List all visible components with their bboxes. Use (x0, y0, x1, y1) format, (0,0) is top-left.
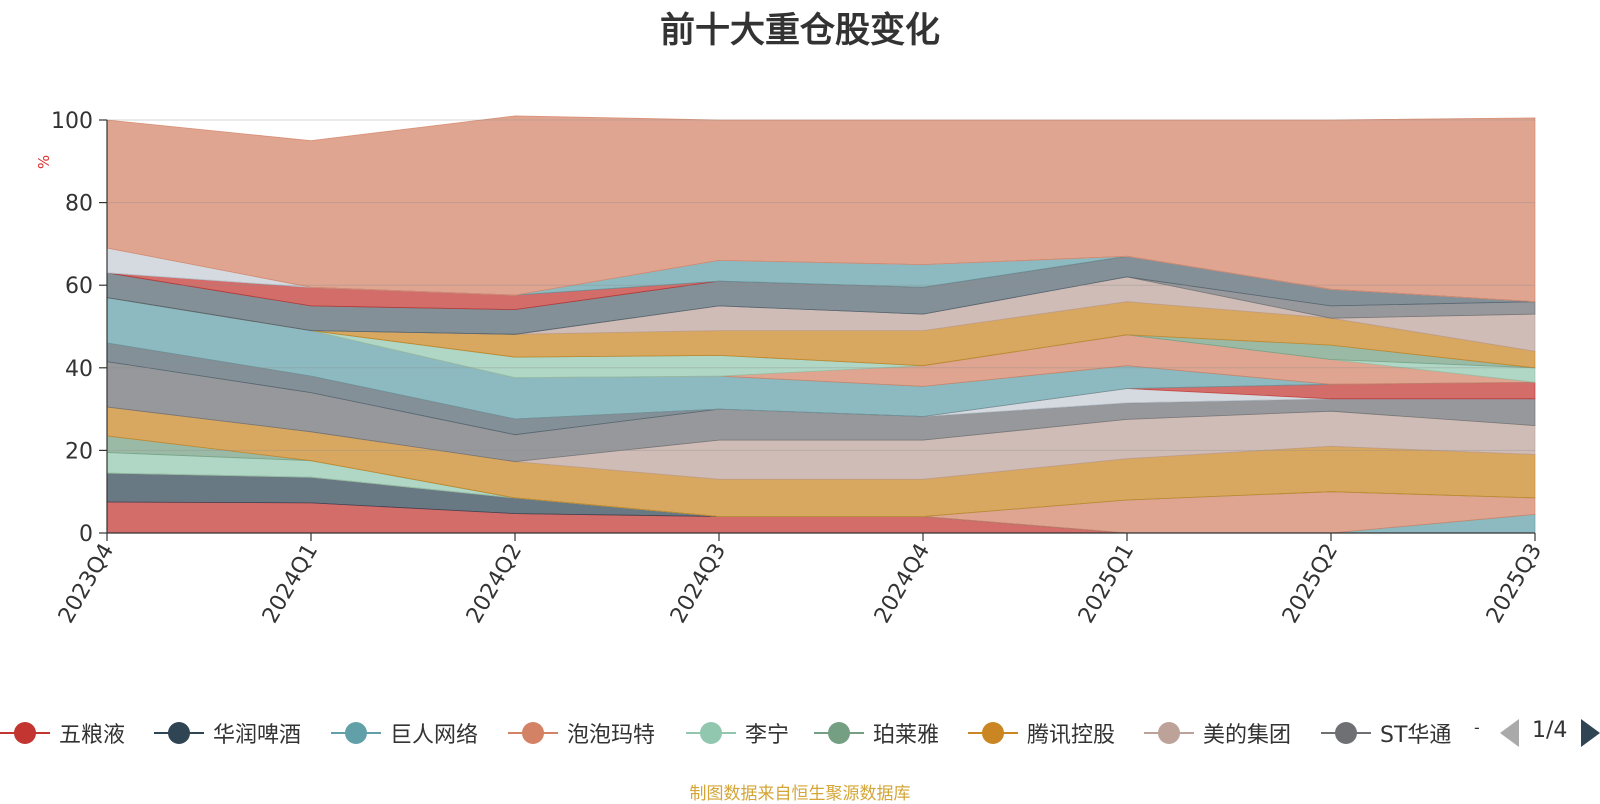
legend-more-indicator: - (1474, 718, 1480, 737)
x-tick-label-2024Q1: 2024Q1 (258, 540, 323, 628)
legend-label: 美的集团 (1203, 723, 1292, 748)
area-series-24 (106, 115, 1536, 303)
y-tick-label-100: 100 (51, 109, 93, 134)
x-tick-label-2023Q4: 2023Q4 (54, 540, 119, 628)
y-tick-label-60: 60 (65, 274, 93, 299)
x-tick-label-2025Q3: 2025Q3 (1482, 540, 1547, 628)
legend-label: 腾讯控股 (1027, 723, 1116, 748)
y-axis-label: % (35, 155, 53, 169)
legend-marker-icon (814, 718, 864, 748)
y-tick-label-20: 20 (65, 439, 93, 464)
legend-marker-icon (1144, 718, 1194, 748)
legend-item-8[interactable]: 美的集团 (1144, 718, 1291, 748)
source-note: 制图数据来自恒生聚源数据库 (689, 784, 911, 804)
legend-item-9[interactable]: ST华通 (1321, 718, 1451, 748)
legend-label: 泡泡玛特 (567, 723, 656, 748)
x-tick-label-2025Q2: 2025Q2 (1278, 540, 1343, 628)
legend-label: 巨人网络 (390, 723, 479, 748)
legend-item-3[interactable]: 巨人网络 (331, 718, 478, 748)
y-tick-label-80: 80 (65, 192, 93, 217)
legend-label: 李宁 (745, 723, 790, 748)
legend-item-7[interactable]: 腾讯控股 (968, 718, 1115, 748)
y-tick-label-40: 40 (65, 357, 93, 382)
x-tick-label-2024Q4: 2024Q4 (870, 540, 935, 628)
legend-marker-icon (968, 718, 1018, 748)
legend-item-1[interactable]: 五粮液 (0, 718, 125, 748)
legend-marker-icon (0, 718, 50, 748)
legend-item-6[interactable]: 珀莱雅 (814, 718, 939, 748)
legend-item-2[interactable]: 华润啤酒 (154, 718, 301, 748)
legend: 五粮液 华润啤酒 巨人网络 泡泡玛特 李宁 珀莱雅 腾讯控股 美的集团 ST华通 (0, 718, 1600, 748)
legend-marker-icon (686, 718, 736, 748)
legend-label: 华润啤酒 (213, 723, 302, 748)
legend-page-indicator: 1/4 (1532, 718, 1568, 743)
legend-prev-page-icon[interactable] (1500, 719, 1519, 747)
legend-marker-icon (1321, 718, 1371, 748)
legend-label: ST华通 (1380, 723, 1452, 748)
legend-label: 珀莱雅 (873, 723, 940, 748)
x-tick-label-2024Q3: 2024Q3 (666, 540, 731, 628)
x-tick-label-2024Q2: 2024Q2 (462, 540, 527, 628)
legend-marker-icon (331, 718, 381, 748)
legend-label: 五粮液 (59, 723, 126, 748)
x-tick-label-2025Q1: 2025Q1 (1074, 540, 1139, 628)
legend-item-5[interactable]: 李宁 (686, 718, 789, 748)
chart-title: 前十大重仓股变化 (659, 11, 940, 51)
legend-marker-icon (508, 718, 558, 748)
legend-marker-icon (154, 718, 204, 748)
y-tick-label-0: 0 (79, 522, 93, 547)
legend-next-page-icon[interactable] (1581, 719, 1600, 747)
legend-item-4[interactable]: 泡泡玛特 (508, 718, 655, 748)
